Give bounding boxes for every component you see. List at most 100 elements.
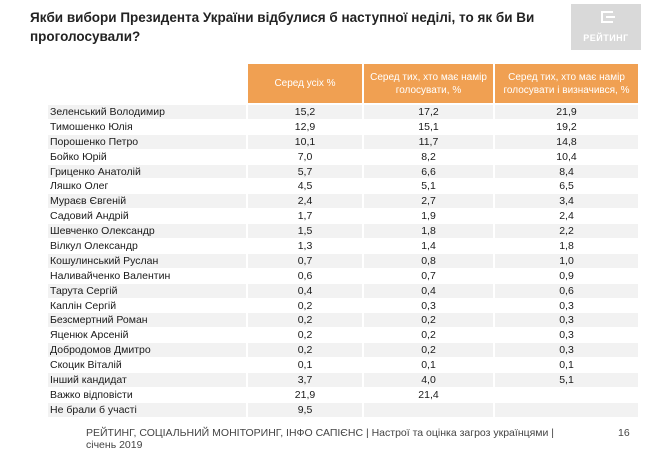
value-all: 0,7 (248, 253, 362, 268)
table-row: Інший кандидат 3,7 4,0 5,1 (48, 373, 638, 388)
value-all: 0,2 (248, 313, 362, 328)
value-all: 4,5 (297, 180, 313, 193)
table-row: Добродомов Дмитро 0,2 0,2 0,3 (48, 343, 638, 358)
value-intend: 1,4 (421, 240, 436, 253)
value-all: 12,9 (294, 120, 316, 133)
value-intend: 0,2 (421, 329, 436, 342)
candidate-name: Інший кандидат (48, 373, 246, 387)
value-decided: 2,4 (559, 210, 574, 223)
value-all: 9,5 (248, 402, 362, 417)
value-decided (495, 388, 638, 402)
candidate-name: Кошулинський Руслан (48, 253, 246, 268)
candidate-name: Мураєв Євгеній (48, 194, 246, 209)
value-all: 1,3 (297, 240, 313, 253)
value-decided (495, 402, 638, 417)
value-intend: 0,2 (364, 313, 493, 328)
value-decided: 6,5 (559, 180, 574, 193)
table-row: Гриценко Анатолій 5,7 6,6 8,4 (48, 164, 638, 180)
value-decided: 1,0 (495, 253, 638, 268)
footer-source: РЕЙТИНГ, СОЦІАЛЬНИЙ МОНІТОРИНГ, ІНФО САП… (86, 427, 555, 451)
value-decided: 2,2 (495, 224, 638, 239)
value-decided: 0,3 (559, 299, 574, 312)
table-row: Яценюк Арсеній 0,2 0,2 0,3 (48, 328, 638, 343)
value-decided: 0,3 (495, 343, 638, 358)
table-row: Безсмертний Роман 0,2 0,2 0,3 (48, 313, 638, 328)
value-decided: 3,4 (495, 194, 638, 209)
table-row: Тарута Сергій 0,4 0,4 0,6 (48, 283, 638, 299)
column-header-intend-to-vote: Серед тих, хто має намір голосувати, % (364, 64, 493, 103)
value-all: 0,1 (297, 359, 313, 372)
value-intend: 1,9 (421, 210, 436, 223)
table-row: Важко відповісти 21,9 21,4 (48, 388, 638, 403)
value-decided: 0,6 (495, 283, 638, 298)
table-row: Зеленський Володимир 15,2 17,2 21,9 (48, 105, 638, 120)
candidate-name: Зеленський Володимир (48, 105, 246, 119)
candidate-name: Яценюк Арсеній (50, 329, 129, 342)
value-all: 0,2 (248, 343, 362, 358)
column-header-all: Серед усіх % (248, 64, 362, 103)
slide-title: Якби вибори Президента України відбулися… (30, 10, 535, 44)
value-decided: 0,3 (495, 313, 638, 328)
value-intend: 0,8 (364, 253, 493, 268)
table-row: Каплін Сергій 0,2 0,3 0,3 (48, 299, 638, 314)
value-all: 2,4 (248, 194, 362, 209)
value-all: 21,9 (294, 388, 316, 401)
value-all: 5,7 (248, 164, 362, 179)
column-header-decided: Серед тих, хто має намір голосувати і ви… (495, 64, 638, 103)
logo-text: РЕЙТИНГ (583, 33, 629, 43)
value-intend: 0,1 (421, 359, 436, 372)
candidate-name: Садовий Андрій (50, 210, 129, 223)
candidate-name: Бойко Юрій (50, 150, 107, 163)
value-all: 0,4 (248, 283, 362, 298)
logo-mark-icon (601, 11, 615, 23)
value-decided: 10,4 (556, 150, 577, 163)
value-intend: 0,7 (421, 269, 436, 282)
value-intend: 5,1 (421, 180, 436, 193)
value-intend: 0,3 (421, 299, 436, 312)
value-intend: 17,2 (364, 105, 493, 119)
candidate-name: Тарута Сергій (48, 283, 246, 298)
table-row: Тимошенко Юлія 12,9 15,1 19,2 (48, 120, 638, 135)
candidate-name: Гриценко Анатолій (48, 164, 246, 179)
table-row: Скоцик Віталій 0,1 0,1 0,1 (48, 358, 638, 373)
value-decided: 0,9 (559, 269, 574, 282)
value-decided: 0,1 (559, 359, 574, 372)
value-intend: 21,4 (418, 388, 439, 401)
table-row: Наливайченко Валентин 0,6 0,7 0,9 (48, 269, 638, 284)
value-intend: 11,7 (364, 134, 493, 149)
value-all: 0,2 (297, 299, 313, 312)
page-number: 16 (618, 427, 630, 439)
value-all: 3,7 (248, 373, 362, 387)
candidate-name: Не брали б участі (48, 402, 246, 417)
value-all: 0,6 (297, 269, 313, 282)
value-decided: 8,4 (495, 164, 638, 179)
results-table: Зеленський Володимир 15,2 17,2 21,9 Тимошенк… (48, 105, 638, 418)
table-row: Садовий Андрій 1,7 1,9 2,4 (48, 209, 638, 224)
value-intend: 0,4 (364, 283, 493, 298)
value-all: 10,1 (248, 134, 362, 149)
value-intend: 6,6 (364, 164, 493, 179)
value-intend: 0,2 (364, 343, 493, 358)
rating-logo: РЕЙТИНГ (571, 4, 641, 50)
value-decided: 19,2 (556, 120, 577, 133)
value-intend: 2,7 (364, 194, 493, 209)
value-intend: 15,1 (418, 120, 439, 133)
value-decided: 0,3 (559, 329, 574, 342)
table-row: Ляшко Олег 4,5 5,1 6,5 (48, 179, 638, 194)
candidate-name: Наливайченко Валентин (50, 269, 171, 282)
value-intend (364, 402, 493, 417)
candidate-name: Важко відповісти (50, 388, 133, 401)
value-all: 1,5 (248, 224, 362, 239)
value-all: 0,2 (297, 329, 313, 342)
value-intend: 4,0 (364, 373, 493, 387)
value-decided: 1,8 (559, 240, 574, 253)
value-intend: 8,2 (421, 150, 436, 163)
value-all: 7,0 (297, 150, 313, 163)
table-row: Мураєв Євгеній 2,4 2,7 3,4 (48, 194, 638, 209)
candidate-name: Безсмертний Роман (48, 313, 246, 328)
candidate-name: Порошенко Петро (48, 134, 246, 149)
table-row: Шевченко Олександр 1,5 1,8 2,2 (48, 224, 638, 239)
value-all: 1,7 (297, 210, 313, 223)
value-all: 15,2 (248, 105, 362, 119)
candidate-name: Добродомов Дмитро (48, 343, 246, 358)
